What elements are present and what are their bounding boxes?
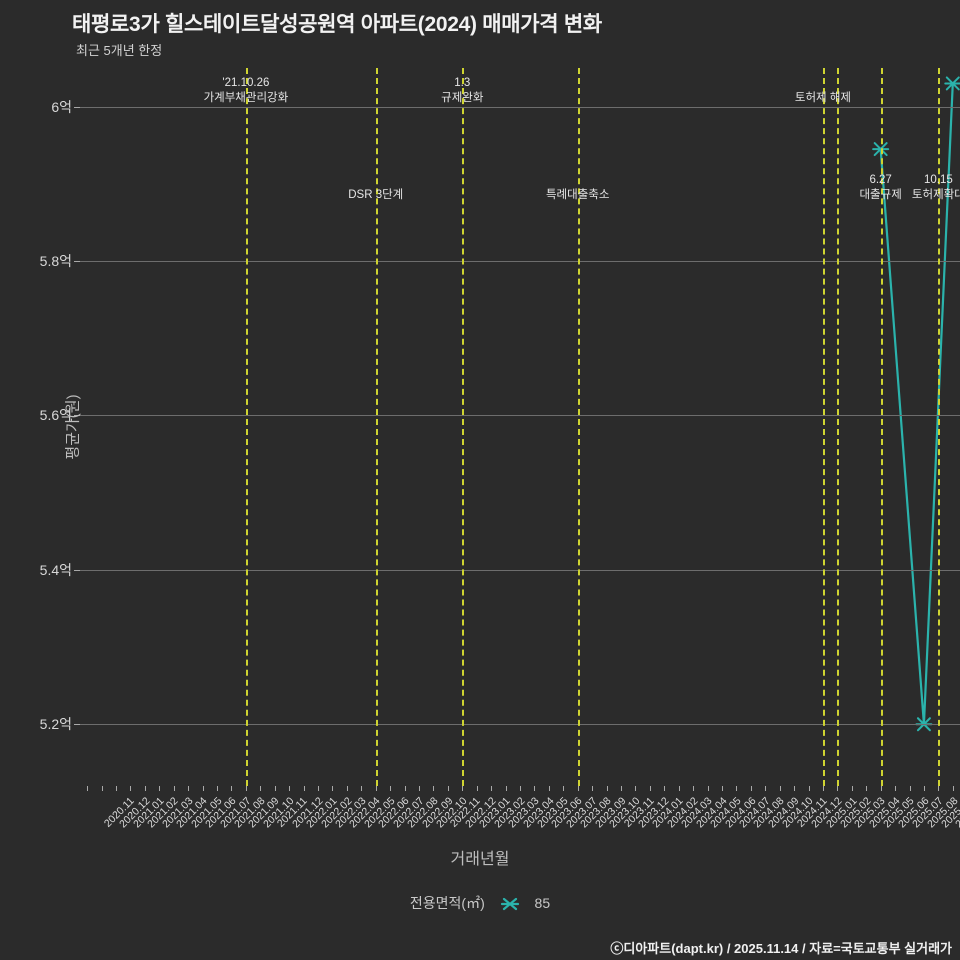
x-axis-tick-mark	[303, 786, 305, 791]
x-axis-tick-mark	[707, 786, 709, 791]
x-axis-tick-mark	[346, 786, 348, 791]
x-axis-tick-mark	[332, 786, 334, 791]
x-axis-tick-mark	[419, 786, 421, 791]
x-axis: 2020.11 2020.12 2021.01 2021.02 2021.03 2021.…	[80, 786, 960, 856]
x-axis-tick-mark	[649, 786, 651, 791]
x-axis-tick-mark	[433, 786, 435, 791]
x-axis-tick-mark	[87, 786, 89, 791]
x-axis-tick-mark	[880, 786, 882, 791]
event-vertical-line	[245, 68, 248, 786]
series-line	[879, 83, 954, 726]
x-axis-tick-mark	[577, 786, 579, 791]
y-axis-tick-label: 5.6억	[39, 407, 72, 424]
x-axis-tick-mark	[505, 786, 507, 791]
plot-area: '21.10.26 가계부채관리강화 DSR 3단계 1.3 규제완화 특례대출축소 …	[40, 68, 960, 786]
x-axis-tick-mark	[217, 786, 219, 791]
x-axis-tick-mark	[664, 786, 666, 791]
x-axis-tick-mark	[678, 786, 680, 791]
event-vertical-line	[837, 68, 840, 786]
x-axis-tick-mark	[289, 786, 291, 791]
x-axis-tick-mark	[173, 786, 175, 791]
x-axis-tick-mark	[620, 786, 622, 791]
x-axis-tick-mark	[491, 786, 493, 791]
x-axis-tick-mark	[909, 786, 911, 791]
legend-value: 85	[534, 895, 551, 911]
x-axis-tick-mark	[765, 786, 767, 791]
x-axis-tick-mark	[245, 786, 247, 791]
event-vertical-line	[462, 68, 465, 786]
x-axis-tick-mark	[476, 786, 478, 791]
x-axis-tick-mark	[375, 786, 377, 791]
x-axis-tick-mark	[563, 786, 565, 791]
x-axis-tick-mark	[736, 786, 738, 791]
x-axis-tick-mark	[851, 786, 853, 791]
y-axis-tick-label: 5.8억	[39, 253, 72, 269]
gridline	[80, 415, 960, 417]
y-axis-tick-label: 5.2억	[39, 716, 72, 733]
gridline	[80, 106, 960, 108]
x-axis-tick-mark	[130, 786, 132, 791]
x-axis-tick-mark	[693, 786, 695, 791]
x-axis-tick-mark	[534, 786, 536, 791]
x-axis-tick-mark	[606, 786, 608, 791]
x-axis-tick-mark	[144, 786, 146, 791]
x-axis-tick-mark	[447, 786, 449, 791]
event-vertical-line	[938, 68, 941, 786]
x-axis-tick-mark	[952, 786, 954, 791]
x-axis-tick-mark	[462, 786, 464, 791]
x-axis-tick-mark	[822, 786, 824, 791]
event-vertical-line	[375, 68, 378, 786]
x-axis-tick-mark	[779, 786, 781, 791]
chart-subtitle: 최근 5개년 한정	[76, 43, 163, 58]
x-axis-tick-mark	[837, 786, 839, 791]
legend-title: 전용면적(㎡)	[409, 895, 485, 911]
x-axis-tick-mark	[390, 786, 392, 791]
event-vertical-line	[880, 68, 883, 786]
x-axis-tick-mark	[938, 786, 940, 791]
x-axis-tick-mark	[116, 786, 118, 791]
x-axis-tick-mark	[188, 786, 190, 791]
x-axis-tick-mark	[404, 786, 406, 791]
x-axis-tick-mark	[592, 786, 594, 791]
x-axis-label: 거래년월	[450, 851, 510, 868]
y-axis-tick-mark	[74, 724, 80, 726]
x-axis-tick-mark	[548, 786, 550, 791]
x-axis-tick-mark	[750, 786, 752, 791]
x-axis-tick-mark	[721, 786, 723, 791]
x-axis-tick-mark	[274, 786, 276, 791]
x-axis-tick-mark	[895, 786, 897, 791]
y-axis-tick-mark	[74, 106, 80, 108]
gridline	[80, 569, 960, 571]
x-axis-tick-mark	[101, 786, 103, 791]
x-axis-tick-mark	[202, 786, 204, 791]
x-axis-tick-mark	[159, 786, 161, 791]
y-axis-label: 평균가(원)	[64, 394, 82, 460]
y-axis-tick-label: 6억	[51, 98, 72, 115]
x-axis-tick-mark	[318, 786, 320, 791]
event-vertical-line	[822, 68, 825, 786]
chart-title: 태평로3가 힐스테이트달성공원역 아파트(2024) 매매가격 변화	[72, 13, 602, 36]
x-axis-tick-mark	[794, 786, 796, 791]
x-axis-tick-mark	[231, 786, 233, 791]
data-point-x-marker	[944, 76, 960, 91]
legend: 전용면적(㎡) 85	[0, 893, 960, 913]
legend-x-marker-icon	[495, 896, 525, 912]
gridline	[80, 724, 960, 726]
x-axis-tick-mark	[808, 786, 810, 791]
y-axis-tick-mark	[74, 569, 80, 571]
x-axis-tick-mark	[635, 786, 637, 791]
x-axis-tick-mark	[520, 786, 521, 791]
event-vertical-line	[577, 68, 580, 786]
gridline	[80, 261, 960, 262]
x-axis-tick-mark	[866, 786, 868, 791]
x-axis-tick-mark	[260, 786, 262, 791]
footer-credit: ⓒ디아파트(dapt.kr) / 2025.11.14 / 자료=국토교통부 실…	[610, 941, 952, 956]
x-axis-tick-mark	[923, 786, 925, 791]
y-axis-tick-mark	[74, 261, 80, 262]
y-axis-tick-mark	[74, 415, 80, 417]
y-axis-tick-label: 5.4억	[39, 561, 72, 578]
x-axis-tick-mark	[361, 786, 363, 791]
series-line-group	[872, 76, 960, 732]
